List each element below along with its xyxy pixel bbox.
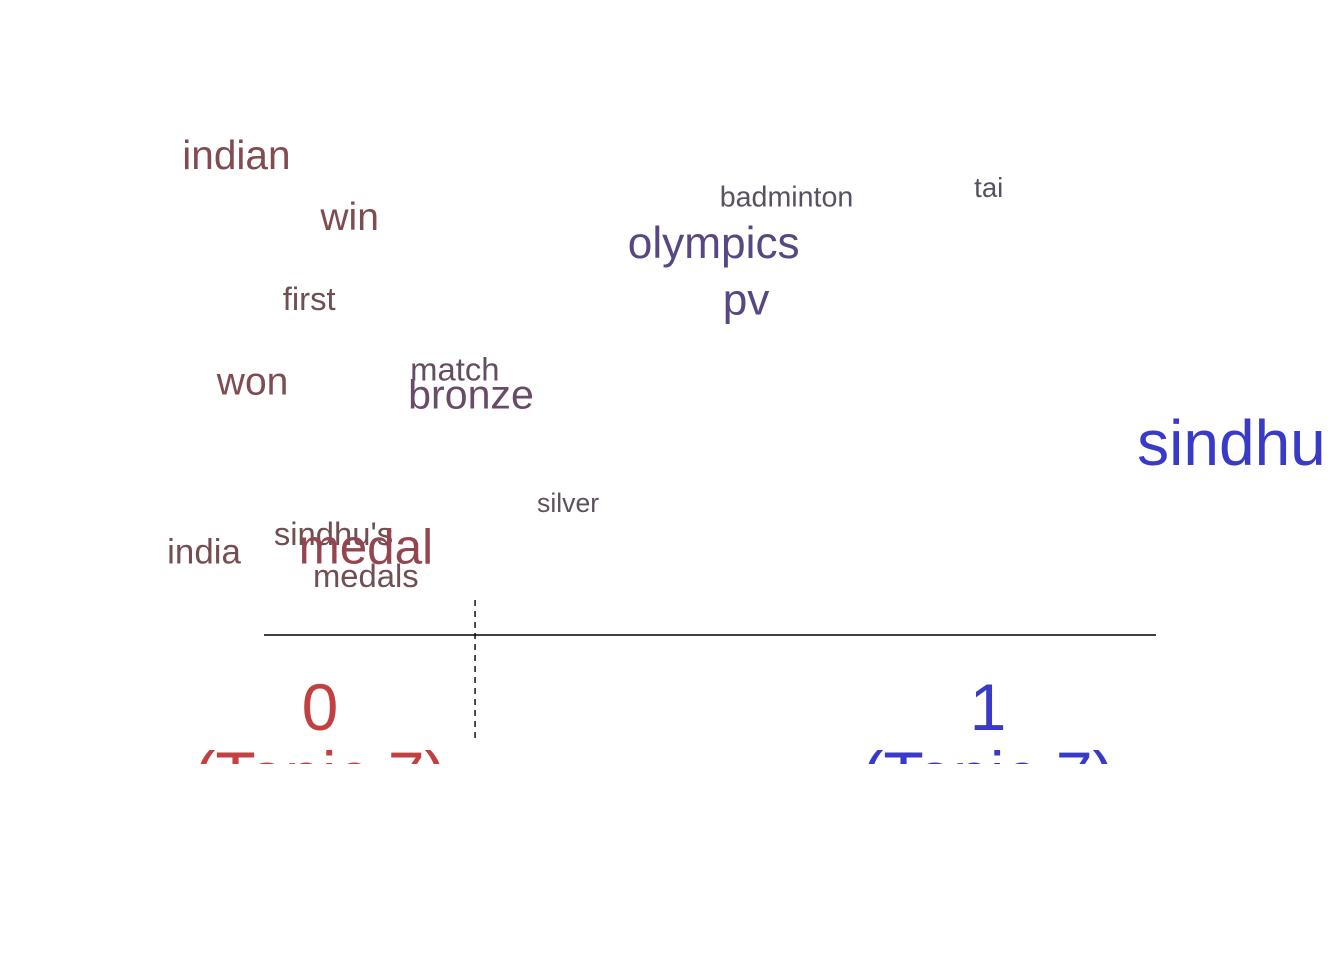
word-label: badminton — [720, 181, 854, 213]
word-label: olympics — [628, 219, 800, 268]
word-label: pv — [723, 276, 770, 325]
x-axis-labels: 0(Topic 7)1(Topic 7) — [193, 670, 1114, 812]
word-label: indian — [182, 132, 290, 178]
word-label: match — [410, 350, 499, 387]
word-label: sindhu's — [274, 515, 393, 552]
word-label: first — [283, 280, 336, 317]
x-tick-label: 1 — [970, 670, 1007, 744]
word-label: win — [319, 196, 379, 239]
word-label: won — [216, 360, 289, 403]
plot-guides — [264, 600, 1156, 738]
word-label: medals — [313, 557, 419, 594]
word-label: tai — [974, 172, 1003, 203]
word-label: medal — [299, 520, 434, 575]
word-label: silver — [537, 488, 599, 518]
x-tick-sublabel: (Topic 7) — [861, 738, 1114, 812]
x-tick-sublabel: (Topic 7) — [193, 738, 446, 812]
word-label: india — [167, 533, 241, 572]
word-label: sindhu — [1137, 407, 1326, 479]
x-tick-label: 0 — [302, 670, 339, 744]
word-label: bronze — [408, 372, 534, 418]
